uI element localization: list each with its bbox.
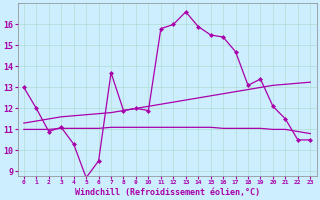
X-axis label: Windchill (Refroidissement éolien,°C): Windchill (Refroidissement éolien,°C) bbox=[75, 188, 260, 197]
